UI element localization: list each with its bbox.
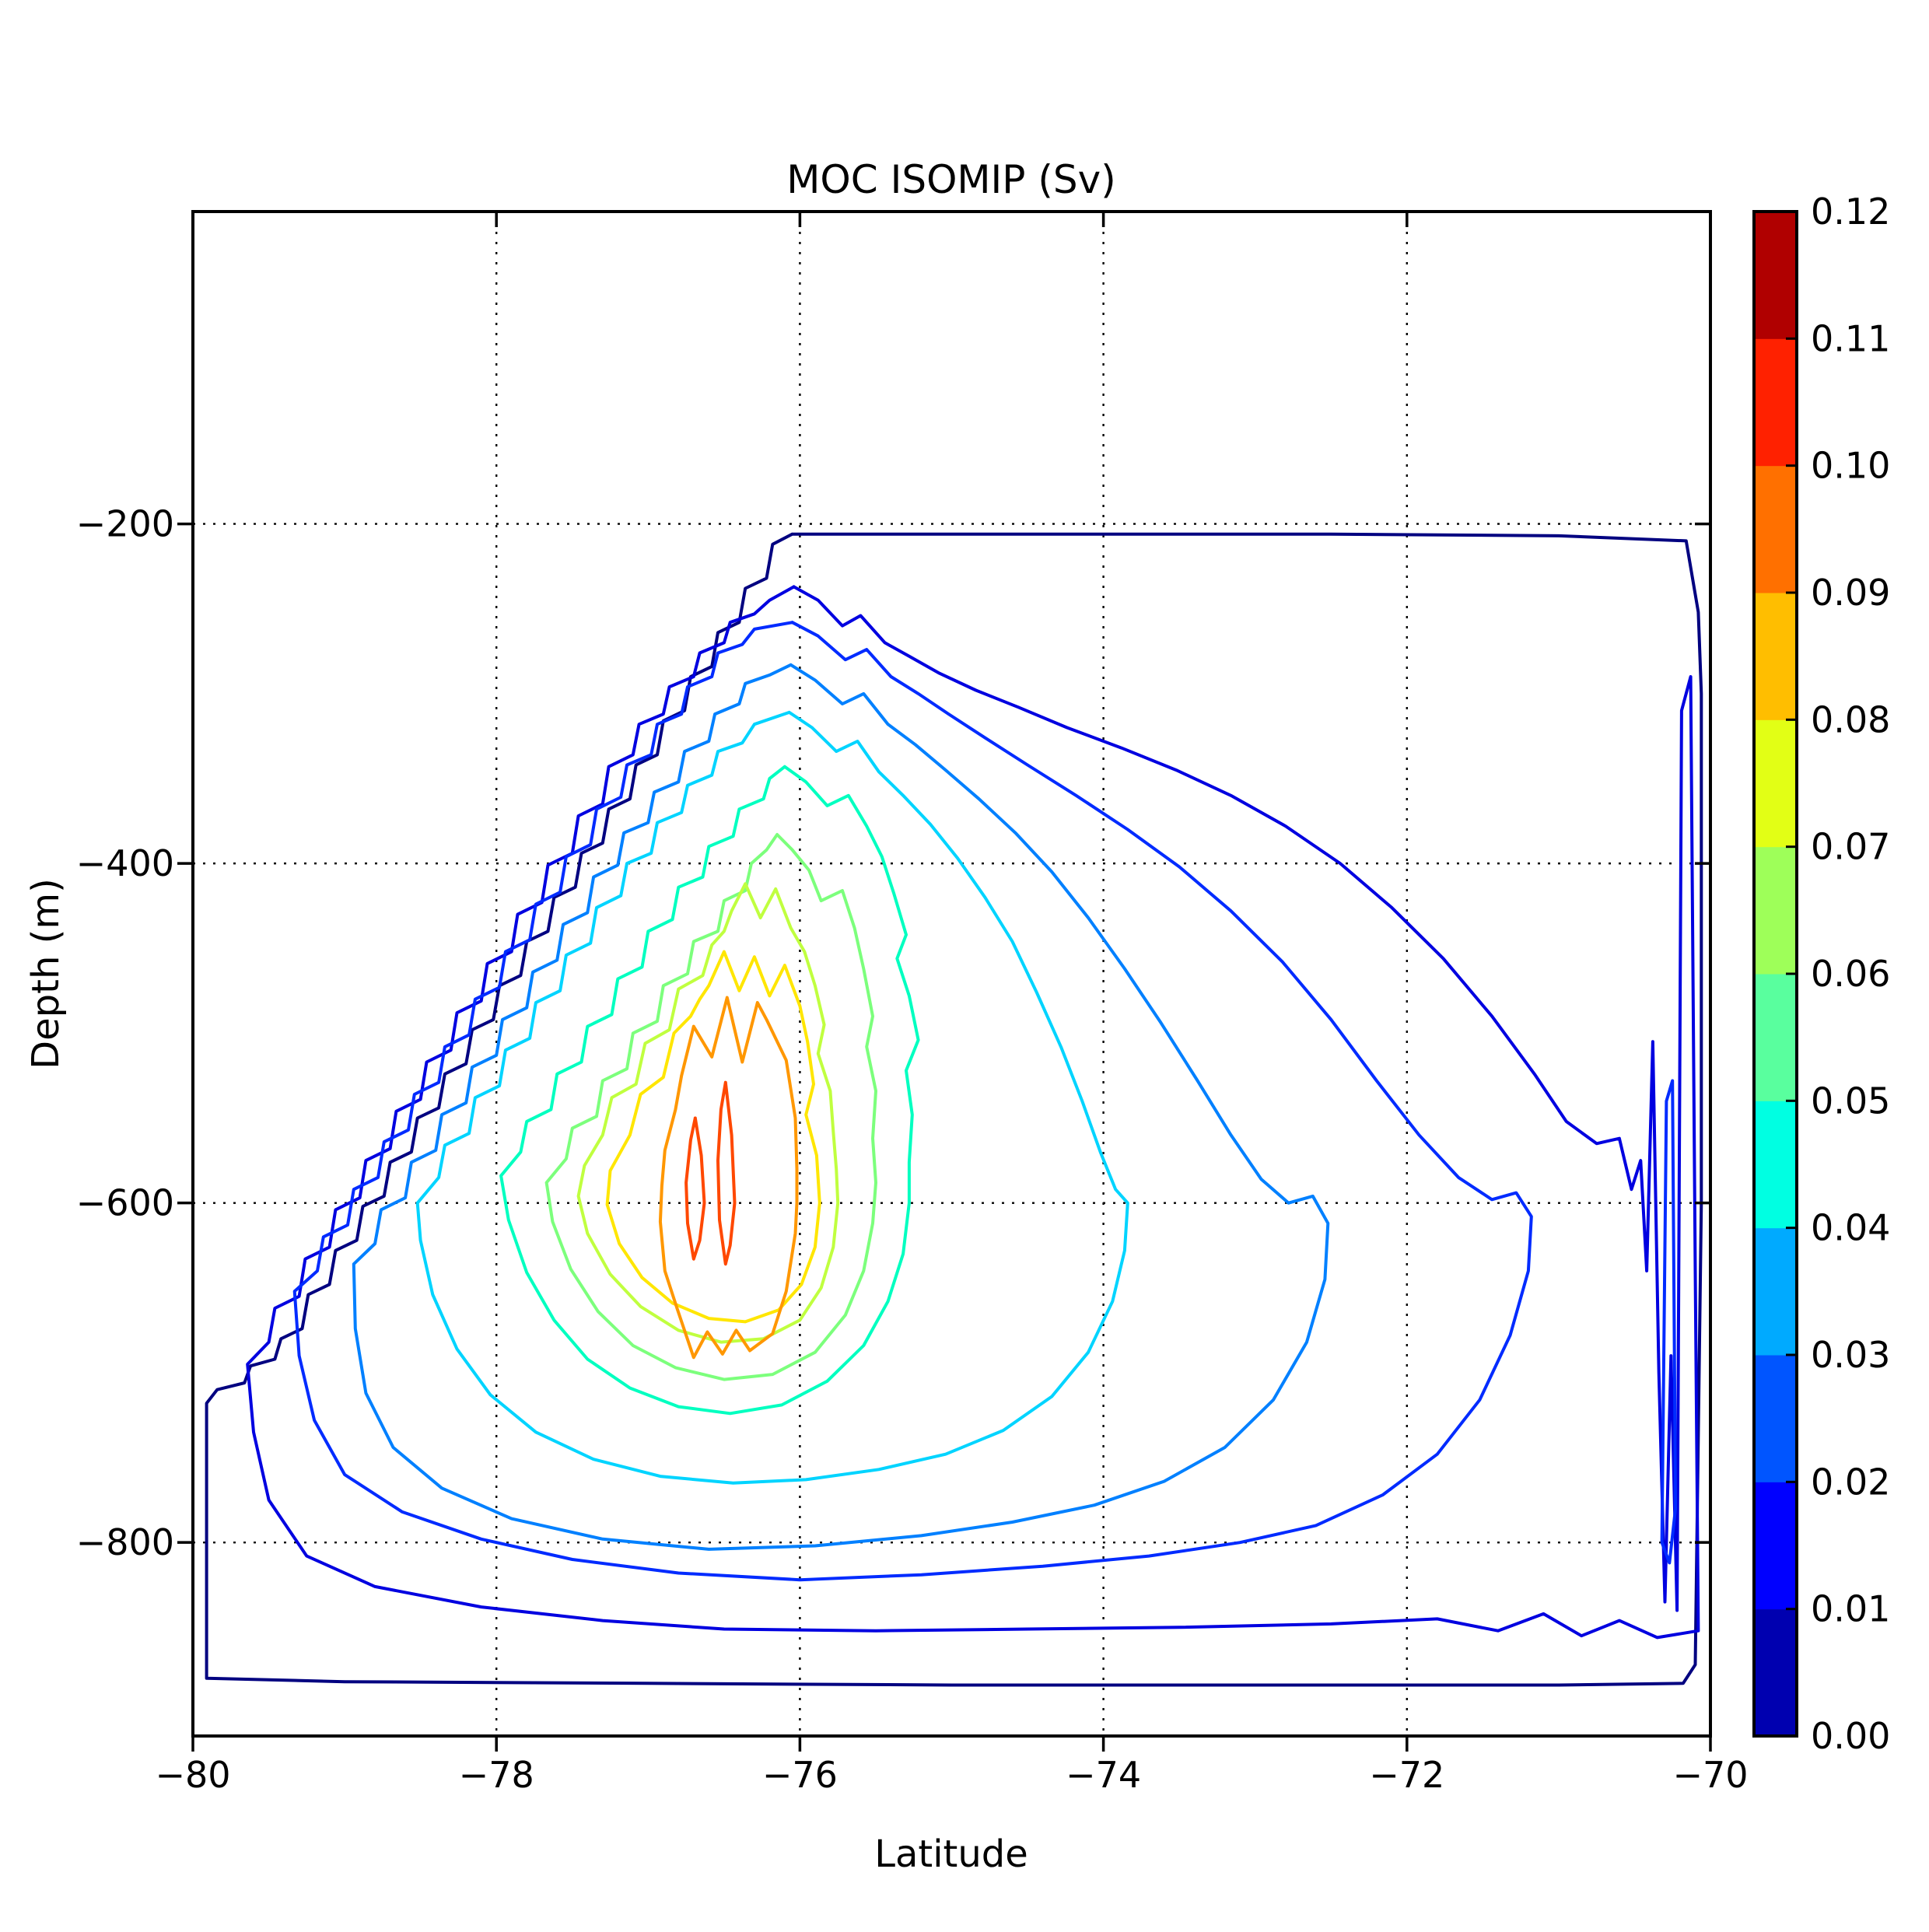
y-axis-label: Depth (m): [24, 878, 68, 1069]
colorbar-segment-0.02: [1754, 1355, 1797, 1482]
colorbar-segment-0.06: [1754, 846, 1797, 975]
contour-line-0.10: [684, 1116, 706, 1261]
colorbar-labels: 0.00 0.01 0.02 0.03 0.04 0.05 0.06 0.07 0.08 0.09…: [1811, 191, 1890, 1757]
contour-line-0.05: [499, 765, 920, 1416]
colorbar-tick-label: 0.12: [1811, 191, 1890, 233]
contour-line-0.00: [205, 532, 1703, 1687]
colorbar-tick-label: 0.11: [1811, 317, 1890, 359]
colorbar-segment-0.01: [1754, 1482, 1797, 1610]
x-tick-label: −72: [1369, 1754, 1444, 1796]
contour-line-0.04: [415, 710, 1129, 1485]
axis-ticks: [177, 212, 1712, 1752]
colorbar-tick-label: 0.00: [1811, 1715, 1890, 1757]
contour-line-0.02: [292, 621, 1533, 1582]
colorbar-tick-label: 0.02: [1811, 1461, 1890, 1503]
x-tick-label: −74: [1066, 1754, 1141, 1796]
x-tick-label: −78: [459, 1754, 534, 1796]
x-tick-label: −70: [1672, 1754, 1748, 1796]
x-axis-label: Latitude: [874, 1832, 1028, 1876]
x-tick-label: −80: [155, 1754, 230, 1796]
colorbar-segment-0.03: [1754, 1227, 1797, 1356]
contour-line-0.10: [716, 1080, 737, 1266]
contour-line-0.06: [544, 833, 877, 1381]
colorbar-segment-0.04: [1754, 1101, 1797, 1229]
colorbar-tick-label: 0.10: [1811, 445, 1890, 487]
colorbar-tick-label: 0.08: [1811, 698, 1890, 740]
colorbar-segment-0.09: [1754, 465, 1797, 593]
colorbar-segment-0.11: [1754, 212, 1797, 339]
contour-line-0.03: [352, 663, 1330, 1551]
contour-lines: [205, 532, 1703, 1687]
colorbar-segment-0.10: [1754, 338, 1797, 467]
contour-line-0.09: [658, 996, 799, 1360]
contour-line-0.02: [1660, 1079, 1678, 1565]
colorbar-tick-label: 0.03: [1811, 1334, 1890, 1376]
colorbar-border: [1752, 210, 1798, 1738]
colorbar-segment-0.05: [1754, 974, 1797, 1101]
colorbar-tick-label: 0.01: [1811, 1588, 1890, 1630]
contour-line-0.01: [246, 585, 1700, 1640]
y-tick-label: −600: [76, 1182, 174, 1224]
colorbar-tick-label: 0.07: [1811, 826, 1890, 868]
colorbar-segment-0.00: [1754, 1608, 1797, 1737]
y-tick-label: −200: [76, 503, 174, 545]
colorbar-tick-label: 0.04: [1811, 1207, 1890, 1249]
grid-lines: [193, 212, 1710, 1736]
y-tick-label: −800: [76, 1521, 174, 1563]
colorbar-segment-0.08: [1754, 593, 1797, 720]
colorbar: [1752, 210, 1798, 1738]
y-tick-label: −400: [76, 842, 174, 884]
x-tick-label: −76: [762, 1754, 838, 1796]
axis-tick-labels: −80 −78 −76 −74 −72 −70 −200 −400 −600 −800: [76, 503, 1749, 1796]
colorbar-segment-0.07: [1754, 719, 1797, 848]
colorbar-tick-label: 0.05: [1811, 1080, 1890, 1122]
axes-spines: [191, 210, 1712, 1738]
colorbar-tick-label: 0.06: [1811, 953, 1890, 995]
plot-border: [191, 210, 1712, 1738]
colorbar-tick-label: 0.09: [1811, 572, 1890, 614]
chart-title: MOC ISOMIP (Sv): [786, 157, 1115, 202]
